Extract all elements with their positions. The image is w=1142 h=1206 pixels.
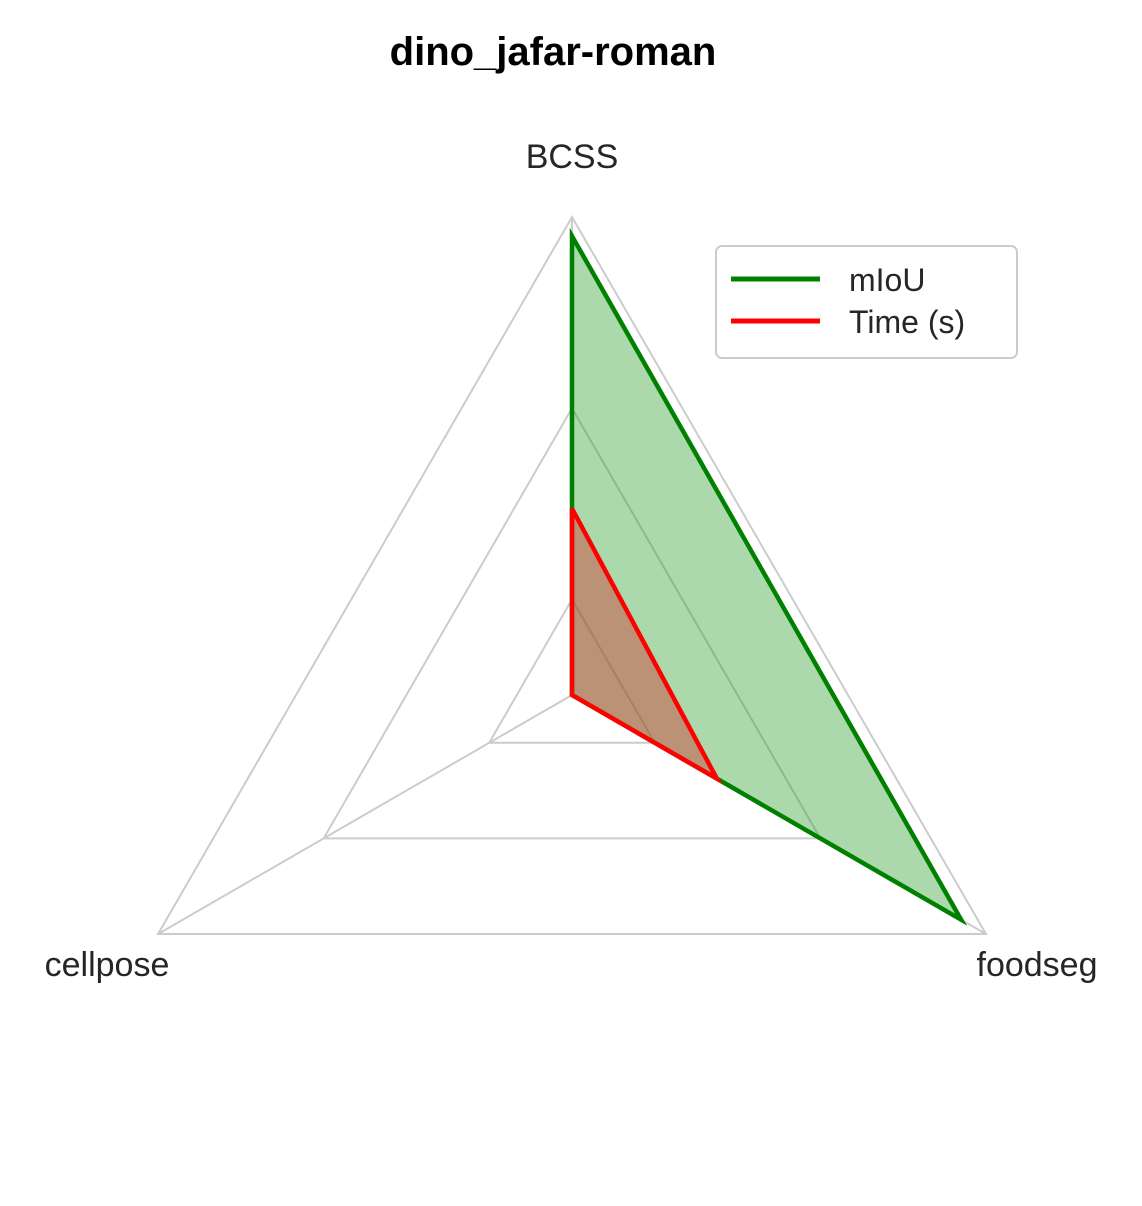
axis-label-cellpose: cellpose bbox=[45, 946, 170, 984]
legend: mIoU Time (s) bbox=[715, 245, 1018, 359]
legend-frame bbox=[715, 245, 1018, 359]
legend-label-miou: mIoU bbox=[849, 262, 925, 298]
legend-label-time: Time (s) bbox=[849, 304, 965, 340]
grid-ring-0 bbox=[487, 597, 657, 744]
radar-series bbox=[569, 227, 968, 926]
grid-spoke-1 bbox=[157, 694, 573, 935]
axis-labels: BCSS cellpose foodseg bbox=[45, 138, 1098, 984]
grid-ring-2 bbox=[156, 215, 988, 935]
chart-title: dino_jafar-roman bbox=[390, 30, 717, 74]
series-line-1 bbox=[569, 507, 723, 785]
axis-label-bcss: BCSS bbox=[526, 138, 619, 176]
grid-ring-1 bbox=[321, 406, 823, 840]
series-line-0 bbox=[569, 227, 968, 926]
axis-label-foodseg: foodseg bbox=[977, 946, 1098, 984]
